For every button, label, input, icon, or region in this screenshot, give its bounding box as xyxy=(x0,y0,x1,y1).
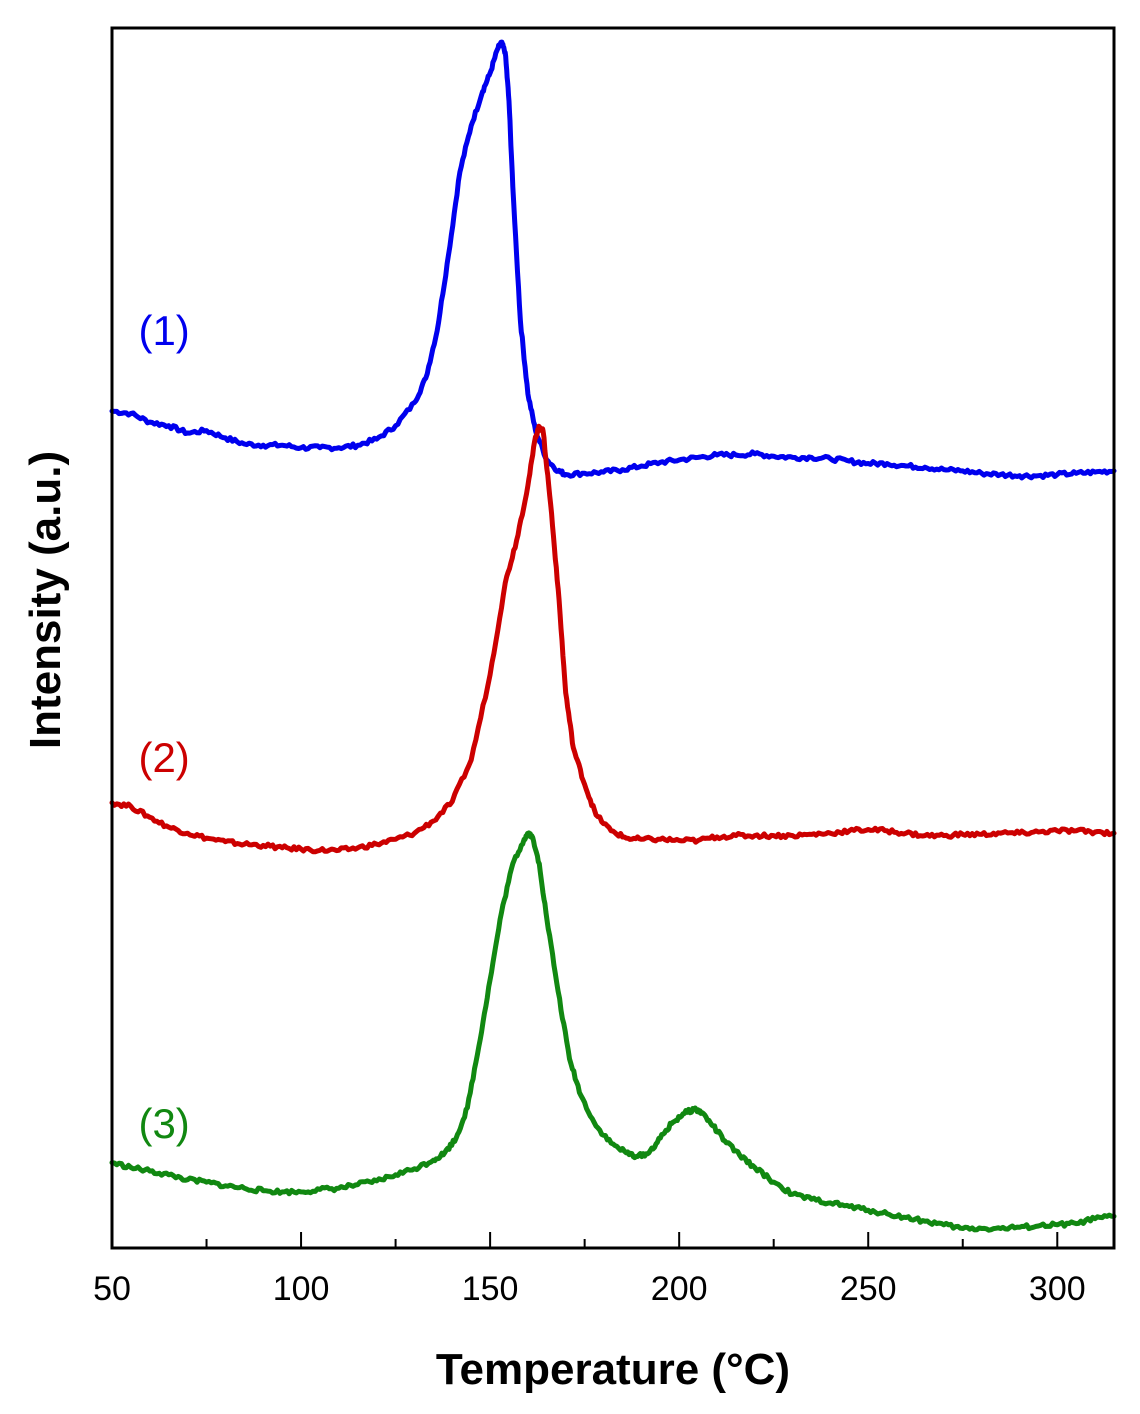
series-layer xyxy=(109,39,1117,1233)
x-tick-label: 250 xyxy=(840,1270,897,1308)
x-axis-title: Temperature (°C) xyxy=(436,1345,790,1394)
x-tick-label: 100 xyxy=(273,1270,330,1308)
series-label-3: (3) xyxy=(138,1100,189,1147)
y-axis-title: Intensity (a.u.) xyxy=(21,451,70,749)
x-tick-label: 300 xyxy=(1029,1270,1086,1308)
plot-frame xyxy=(110,26,1116,1250)
series-label-1: (1) xyxy=(138,307,189,354)
tick-layer: 50 100 150 200 250 300 xyxy=(93,1232,1086,1308)
x-tick-label: 50 xyxy=(93,1270,131,1308)
series-label-layer: (1) (2) (3) xyxy=(138,307,189,1147)
series-line-3 xyxy=(109,830,1117,1233)
x-tick-label: 150 xyxy=(462,1270,519,1308)
x-tick-label: 200 xyxy=(651,1270,708,1308)
series-line-1 xyxy=(109,39,1117,481)
series-label-2: (2) xyxy=(138,734,189,781)
series-line-2 xyxy=(109,423,1117,855)
